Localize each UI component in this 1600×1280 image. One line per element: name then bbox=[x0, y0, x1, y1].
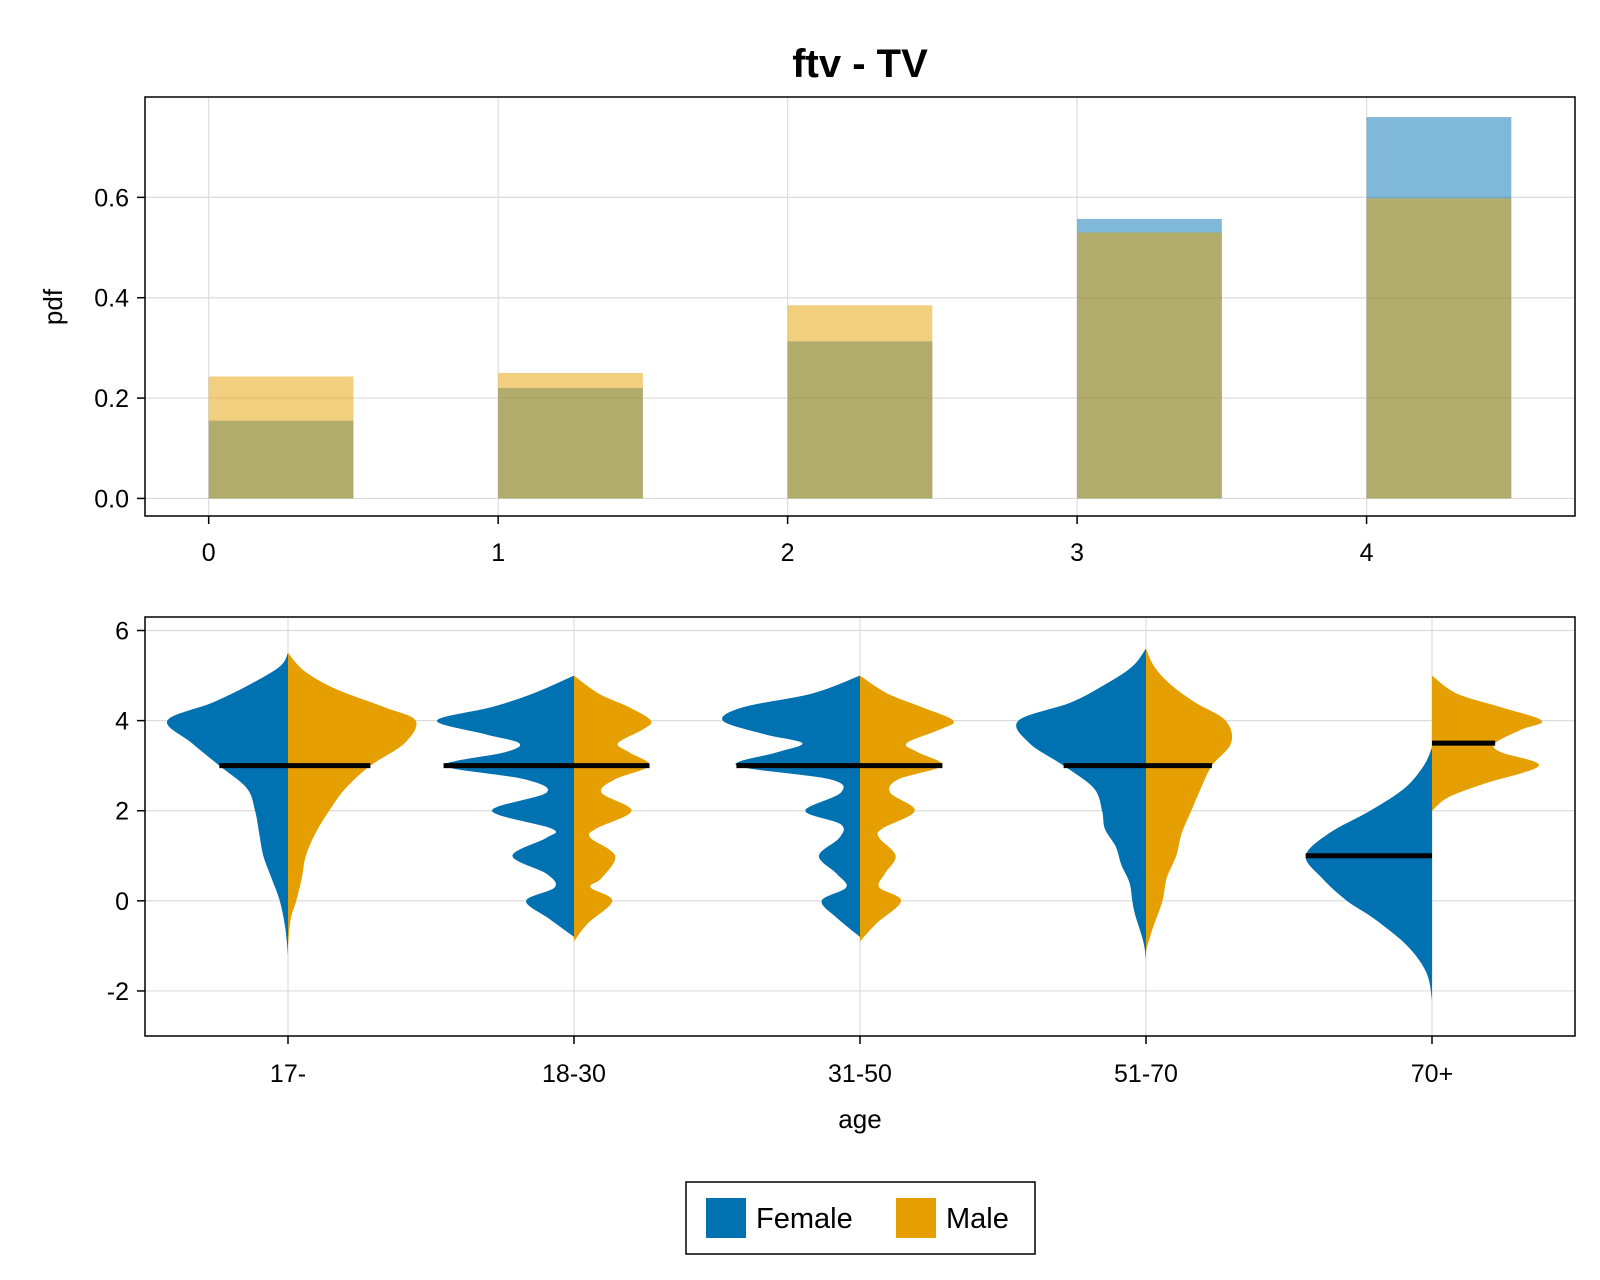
violin-female-70+ bbox=[1305, 747, 1432, 1000]
histogram-frame bbox=[144, 96, 1576, 517]
histogram-xtick-label: 3 bbox=[1070, 539, 1084, 567]
violin-ytick-label: 2 bbox=[115, 798, 129, 826]
legend-label-male: Male bbox=[946, 1203, 1009, 1235]
histogram-xtick-label: 0 bbox=[202, 539, 216, 567]
violin-female-31-50 bbox=[722, 675, 860, 937]
violin-ytick-label: 4 bbox=[115, 708, 129, 736]
violins bbox=[166, 648, 1543, 1000]
violin-male-18-30 bbox=[574, 675, 652, 942]
violin-ytick-label: -2 bbox=[107, 978, 129, 1006]
histogram-bars bbox=[208, 117, 1512, 499]
violin-xtick-label: 31-50 bbox=[828, 1060, 892, 1088]
violin-male-51-70 bbox=[1146, 648, 1233, 951]
violin-xlabel: age bbox=[838, 1104, 881, 1134]
histogram-xtick-label: 1 bbox=[491, 539, 505, 567]
histogram-ylabel: pdf bbox=[38, 288, 68, 325]
histogram-xtick-label: 4 bbox=[1360, 539, 1374, 567]
violin-xtick-label: 18-30 bbox=[542, 1060, 606, 1088]
histogram-panel: 0 1 2 3 4 0.0 0.2 0.4 0.6 pdf bbox=[38, 96, 1576, 567]
violin-xtick-label: 17- bbox=[270, 1060, 306, 1088]
histogram-ytick-label: 0.4 bbox=[94, 285, 129, 313]
violin-ticks: 17- 18-30 31-50 51-70 70+ -2 0 2 4 6 bbox=[107, 618, 1453, 1088]
violin-medians bbox=[219, 740, 1496, 859]
violin-ytick-label: 0 bbox=[115, 888, 129, 916]
histogram-ticks: 0 1 2 3 4 0.0 0.2 0.4 0.6 bbox=[94, 184, 1373, 567]
violin-female-51-70 bbox=[1016, 648, 1146, 960]
violin-male-17- bbox=[288, 653, 417, 946]
histogram-ytick-label: 0.2 bbox=[94, 385, 129, 413]
histogram-bar-male bbox=[787, 305, 933, 499]
violin-female-17- bbox=[166, 653, 288, 955]
violin-xtick-label: 70+ bbox=[1411, 1060, 1453, 1088]
violin-male-31-50 bbox=[860, 675, 954, 942]
legend-label-female: Female bbox=[756, 1203, 853, 1235]
histogram-ytick-label: 0.6 bbox=[94, 184, 129, 212]
histogram-bar-male bbox=[208, 376, 354, 499]
legend: Female Male bbox=[685, 1181, 1036, 1255]
legend-swatch-female bbox=[706, 1198, 746, 1238]
legend-swatch-male bbox=[896, 1198, 936, 1238]
histogram-bar-male bbox=[1366, 198, 1512, 499]
violin-xtick-label: 51-70 bbox=[1114, 1060, 1178, 1088]
violin-female-18-30 bbox=[436, 675, 574, 937]
histogram-bar-male bbox=[498, 372, 643, 499]
histogram-ytick-label: 0.0 bbox=[94, 485, 129, 513]
violin-panel: 17- 18-30 31-50 51-70 70+ -2 0 2 4 6 age bbox=[107, 616, 1576, 1134]
histogram-bar-male bbox=[1077, 232, 1222, 499]
histogram-xtick-label: 2 bbox=[781, 539, 795, 567]
chart-title: ftv - TV bbox=[792, 42, 928, 86]
violin-ytick-label: 6 bbox=[115, 618, 129, 646]
